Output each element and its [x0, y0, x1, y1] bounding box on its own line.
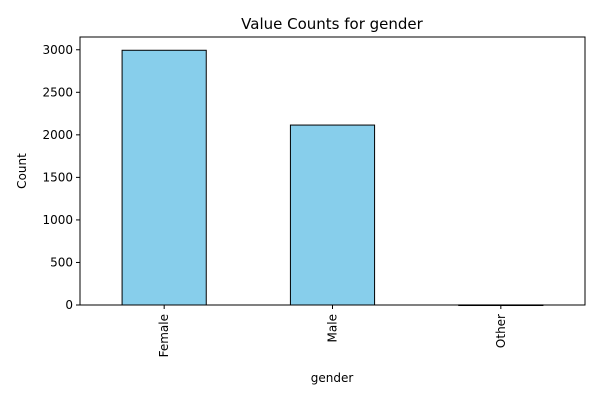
y-tick-label: 500: [50, 255, 73, 269]
y-tick-label: 2500: [42, 85, 73, 99]
chart-title: Value Counts for gender: [241, 15, 423, 33]
x-tick-label-male: Male: [326, 314, 340, 342]
plot-area-frame: [79, 36, 586, 306]
x-tick-label-other: Other: [494, 314, 508, 348]
x-axis-ticks: Female Male Other: [157, 305, 508, 357]
y-tick-label: 1000: [42, 213, 73, 227]
bar-female: [121, 49, 207, 306]
y-axis-ticks: 0 500 1000 1500 2000 2500 3000: [42, 43, 80, 312]
y-tick-label: 0: [65, 298, 73, 312]
x-axis-label: gender: [311, 371, 354, 385]
y-tick-label: 1500: [42, 170, 73, 184]
bar-male: [289, 124, 376, 306]
y-tick-label: 2000: [42, 128, 73, 142]
bars-group: [121, 49, 544, 307]
y-axis-label: Count: [15, 153, 29, 189]
y-tick-label: 3000: [42, 43, 73, 57]
x-tick-label-female: Female: [157, 314, 171, 357]
